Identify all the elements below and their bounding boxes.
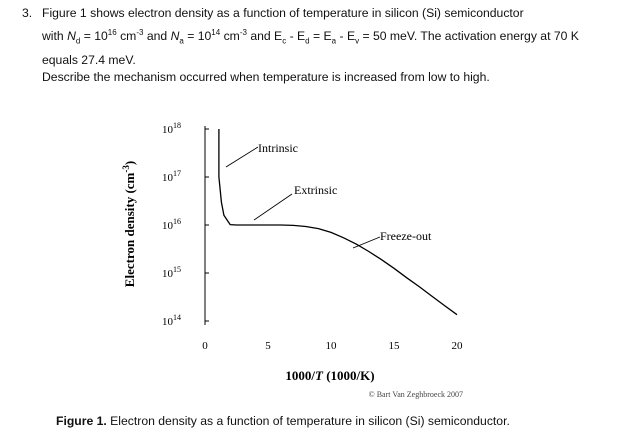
x-axis-label: 1000/T (1000/K): [285, 368, 374, 383]
y-tick-label: 1018: [162, 121, 181, 136]
intrinsic-leader: [225, 146, 259, 168]
prompt-text: Describe the mechanism occurred when tem…: [42, 70, 490, 84]
x-tick-label: 5: [265, 340, 271, 352]
intrinsic-label: Intrinsic: [258, 141, 298, 155]
question-line-3: equals 27.4 meV.: [42, 52, 136, 67]
question-line-2: with Nd = 1016 cm-3 and Na = 1014 cm-3 a…: [42, 28, 579, 46]
electron-density-curve: [218, 129, 458, 316]
y-axis-label: Electron density (cm-3): [121, 161, 137, 287]
question-number: 3.: [22, 6, 33, 20]
y-tick-label: 1016: [162, 217, 181, 232]
copyright-note: © Bart Van Zeghbroeck 2007: [369, 390, 463, 399]
freeze-out-label: Freeze-out: [380, 229, 432, 243]
x-tick-label: 0: [202, 340, 208, 352]
y-tick-label: 1015: [162, 265, 181, 280]
y-tick-label: 1014: [162, 313, 181, 328]
question-text: Figure 1 shows electron density as a fun…: [42, 4, 622, 70]
freeze-out-leader: [352, 236, 381, 249]
extrinsic-label: Extrinsic: [294, 183, 337, 197]
y-tick-label: 1017: [162, 169, 181, 184]
x-tick-label: 10: [326, 340, 338, 352]
figure-caption: Figure 1. Electron density as a function…: [56, 414, 510, 428]
extrinsic-leader: [253, 193, 293, 221]
x-tick-label: 20: [452, 340, 464, 352]
question-line-1: Figure 1 shows electron density as a fun…: [42, 6, 524, 20]
x-tick-label: 15: [389, 340, 401, 352]
